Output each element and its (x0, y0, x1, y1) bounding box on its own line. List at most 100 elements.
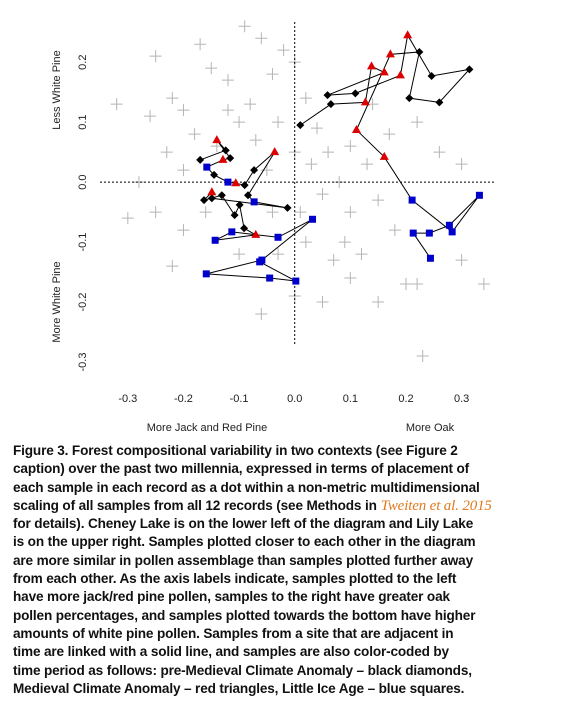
square-marker (309, 215, 317, 223)
diamond-marker (435, 98, 444, 107)
caption-text: Medieval Climate Anomaly – red triangles… (13, 680, 465, 696)
square-marker (409, 229, 417, 237)
background-sample (310, 122, 323, 135)
background-sample (188, 128, 201, 141)
background-sample (205, 62, 218, 75)
caption-text: from each other. As the axis labels indi… (13, 571, 457, 587)
triangle-marker (385, 49, 395, 58)
caption-text: for details). Cheney Lake is on the lowe… (13, 516, 474, 532)
triangle-marker (366, 61, 376, 70)
diamond-marker (240, 181, 249, 190)
x-tick-label: -0.2 (174, 393, 193, 405)
background-sample (361, 158, 374, 171)
caption-line: Medieval Climate Anomaly – red triangles… (13, 680, 579, 698)
triangle-marker (251, 229, 261, 238)
y-axis-label: Less White Pine (51, 50, 63, 129)
background-sample (455, 254, 468, 267)
y-axis-label: More White Pine (51, 261, 63, 342)
caption-text: each sample in each record as a dot with… (13, 479, 480, 495)
caption-text: amounts of white pine pollen. Samples fr… (13, 625, 454, 641)
background-sample (244, 98, 257, 111)
background-sample (177, 224, 190, 237)
diamond-marker (427, 71, 436, 80)
caption-line: caption) over the past two millennia, ex… (13, 460, 579, 478)
y-tick-label: 0.1 (77, 114, 89, 129)
caption-line: from each other. As the axis labels indi… (13, 570, 579, 588)
caption-text: are more similar in pollen assemblage th… (13, 552, 473, 568)
triangle-marker (231, 178, 241, 187)
diamond-marker (217, 191, 226, 200)
background-sample (160, 146, 173, 159)
background-sample (383, 128, 396, 141)
background-sample (149, 50, 162, 63)
caption-line: pollen percentages, and samples plotted … (13, 607, 579, 625)
background-sample (177, 164, 190, 177)
background-sample (121, 212, 134, 225)
caption-line: are more similar in pollen assemblage th… (13, 552, 579, 570)
diamond-marker (235, 200, 244, 209)
background-sample (199, 206, 212, 219)
square-marker (292, 277, 300, 285)
square-marker (425, 229, 433, 237)
square-marker (256, 258, 264, 266)
caption-text: time period as follows: pre-Medieval Cli… (13, 662, 472, 678)
background-sample (249, 134, 262, 147)
figure-caption: Figure 3. Forest compositional variabili… (13, 442, 579, 698)
background-sample (255, 308, 268, 321)
caption-text: time are linked with a solid line, and s… (13, 644, 449, 660)
background-sample (399, 278, 412, 291)
caption-text: caption) over the past two millennia, ex… (13, 461, 470, 477)
background-sample (144, 110, 157, 123)
diamond-marker (210, 170, 219, 179)
background-sample (455, 158, 468, 171)
chart: -0.3 -0.2 -0.1 0.0 0.1 0.2 0.3 -0.3 -0.2 -0.1 0.0 0… (51, 20, 495, 434)
diamond-marker (283, 203, 292, 212)
background-sample (177, 104, 190, 117)
x-tick-label: -0.3 (118, 393, 137, 405)
caption-text: is on the upper right. Samples plotted c… (13, 534, 476, 550)
x-tick-label: 0.1 (343, 393, 358, 405)
square-marker (408, 196, 416, 204)
caption-line: time period as follows: pre-Medieval Cli… (13, 662, 579, 680)
caption-line: each sample in each record as a dot with… (13, 479, 579, 497)
background-sample (322, 146, 335, 159)
background-sample (344, 272, 357, 285)
background-sample (194, 38, 207, 51)
triangle-marker (395, 70, 405, 79)
square-marker (224, 178, 232, 186)
background-sample (344, 206, 357, 219)
caption-text: pollen percentages, and samples plotted … (13, 607, 476, 623)
triangle-marker (379, 67, 389, 76)
background-sample (110, 98, 123, 111)
square-marker (211, 236, 219, 244)
square-marker (250, 198, 258, 206)
y-tick-label: -0.2 (77, 293, 89, 312)
background-sample (355, 248, 368, 261)
caption-line: for details). Cheney Lake is on the lowe… (13, 515, 579, 533)
background-sample (388, 224, 401, 237)
triangle-marker (403, 30, 413, 39)
triangle-marker (212, 135, 222, 144)
triangle-marker (379, 151, 389, 160)
diamond-marker (243, 191, 252, 200)
background-sample (299, 92, 312, 105)
background-sample (238, 20, 251, 33)
caption-text: Figure 3. Forest compositional variabili… (13, 443, 458, 458)
square-marker (228, 228, 236, 236)
background-sample (266, 206, 279, 219)
y-tick-label: 0.0 (77, 174, 89, 189)
x-axis-label: More Oak (406, 422, 455, 434)
background-sample (294, 206, 307, 219)
diamond-marker (465, 65, 474, 74)
triangle-marker (360, 97, 370, 106)
caption-line: scaling of all samples from all 12 recor… (13, 497, 579, 515)
x-tick-label: 0.3 (454, 393, 469, 405)
background-sample (233, 116, 246, 129)
background-sample (327, 254, 340, 267)
reference-link[interactable]: Tweiten et al. 2015 (380, 497, 492, 514)
triangle-marker (270, 147, 280, 156)
background-sample (433, 146, 446, 159)
background-sample (477, 278, 490, 291)
background-sample (149, 206, 162, 219)
square-marker (475, 191, 483, 199)
